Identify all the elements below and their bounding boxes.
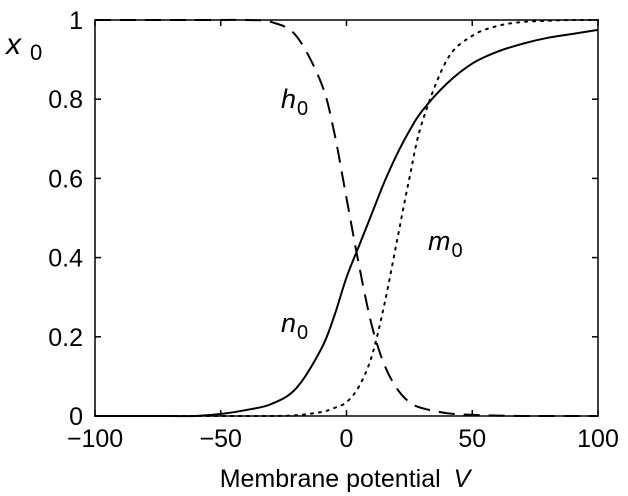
x-tick-label: −50 xyxy=(200,425,242,453)
series-label-m: m0 xyxy=(428,226,463,262)
x-tick-label: 0 xyxy=(340,425,354,453)
axes: −100 −50 0 50 100 0 0.2 0.4 0.6 0.8 1 xyxy=(48,7,619,453)
x-axis-label: Membrane potential V xyxy=(220,465,473,493)
curves xyxy=(94,18,599,418)
y-axis-label: x 0 xyxy=(4,28,42,65)
x-axis-label-text: Membrane potential xyxy=(220,465,441,493)
x-tick-label: 100 xyxy=(577,425,619,453)
x-tick-label: 50 xyxy=(458,425,486,453)
y-tick-label: 0.8 xyxy=(48,86,83,114)
y-axis-label-subscript: 0 xyxy=(30,40,42,65)
y-tick-label: 0.4 xyxy=(48,245,83,273)
y-tick-label: 0.2 xyxy=(48,324,83,352)
x-tick-label: −100 xyxy=(67,425,123,453)
plot-frame xyxy=(94,19,599,417)
y-tick-label: 0.6 xyxy=(48,165,83,193)
series-m-line xyxy=(94,18,599,418)
y-tick-label: 0 xyxy=(69,403,83,431)
y-tick-label: 1 xyxy=(69,7,83,35)
series-h-line xyxy=(94,18,598,418)
labels: x 0 Membrane potential V h0 n0 m0 xyxy=(4,28,473,493)
series-label-n: n0 xyxy=(281,308,308,344)
series-n-line xyxy=(94,28,599,418)
x-axis-label-variable: V xyxy=(454,465,473,493)
series-label-h: h0 xyxy=(281,84,308,120)
y-axis-label-symbol: x xyxy=(4,28,22,61)
